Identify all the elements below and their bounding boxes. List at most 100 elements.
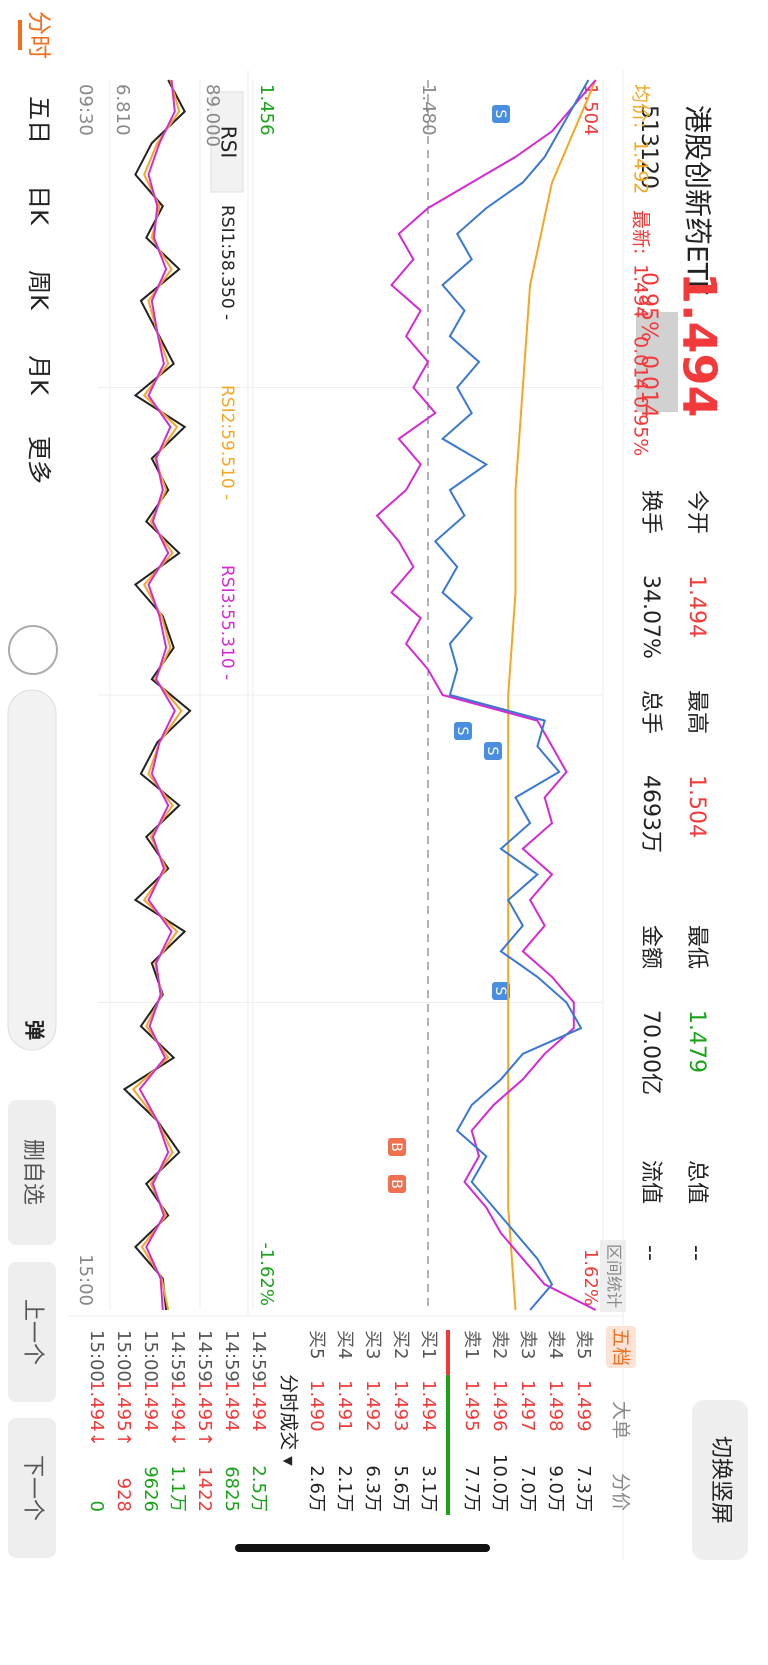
button-bg[interactable] xyxy=(8,1262,56,1402)
book-label: 买2 xyxy=(390,1330,411,1359)
stat-label: 总值 xyxy=(684,1160,709,1204)
stat-value: -- xyxy=(638,1245,663,1261)
price-line xyxy=(507,79,597,1311)
trade-price: 1.494 xyxy=(248,1380,269,1432)
period-tab[interactable]: 日K xyxy=(25,185,53,226)
book-label: 卖3 xyxy=(517,1330,538,1359)
stat-value: 4693万 xyxy=(638,775,663,853)
svg-text:B: B xyxy=(388,1179,404,1189)
trade-volume: 9626 xyxy=(140,1466,161,1512)
period-tab[interactable]: 五日 xyxy=(25,96,53,144)
stat-label: 最低 xyxy=(684,925,709,969)
pct-label: 1.62% xyxy=(580,1249,601,1306)
book-label: 卖1 xyxy=(461,1330,482,1359)
tab-underline xyxy=(18,20,22,50)
book-tab[interactable]: 分价 xyxy=(610,1473,632,1511)
price-line xyxy=(375,79,597,1311)
last-price: 1.494 xyxy=(673,272,727,418)
trade-price: 1.494 xyxy=(140,1380,161,1432)
portrait-button[interactable] xyxy=(692,1400,748,1560)
x-tick-label: 15:00 xyxy=(75,1254,96,1306)
button-bg[interactable] xyxy=(8,1100,56,1245)
rsi-legend: RSI1:58.350 - xyxy=(217,205,237,320)
trade-time: 14:59 xyxy=(221,1330,242,1382)
book-volume: 3.1万 xyxy=(418,1465,439,1512)
stat-label: 流值 xyxy=(638,1160,663,1204)
comment-input[interactable] xyxy=(7,689,57,1051)
stat-value: 70.00亿 xyxy=(638,1010,663,1095)
period-tab[interactable]: 周K xyxy=(25,270,53,311)
y-tick-label: 1.504 xyxy=(580,84,601,136)
message-icon[interactable] xyxy=(8,625,58,675)
book-label: 卖5 xyxy=(573,1330,594,1359)
fund-code: 513120 xyxy=(636,105,661,189)
range-button[interactable] xyxy=(600,1240,626,1312)
trade-price: 1.495↑ xyxy=(113,1380,134,1447)
legend-item: 最新: xyxy=(630,210,652,254)
period-tab[interactable]: 更多 xyxy=(25,436,53,484)
ratio-bar-ask xyxy=(446,1330,450,1375)
book-price: 1.492 xyxy=(362,1380,383,1432)
stat-label: 最高 xyxy=(684,690,709,734)
rsi-selector-label[interactable]: RSI xyxy=(217,126,241,159)
book-label: 买3 xyxy=(362,1330,383,1359)
home-indicator xyxy=(235,1544,490,1552)
rsi-line xyxy=(138,79,176,1311)
rsi-legend: RSI2:59.510 - xyxy=(217,385,237,500)
trade-markers: S S S S B B xyxy=(388,105,510,1193)
legend-item: 1.492 xyxy=(630,140,652,194)
trade-time: 15:00 xyxy=(113,1330,134,1382)
book-price: 1.490 xyxy=(306,1380,327,1432)
stat-label: 换手 xyxy=(638,490,663,534)
book-label: 卖4 xyxy=(545,1330,566,1359)
stat-value: 1.504 xyxy=(684,775,709,838)
book-volume: 7.7万 xyxy=(461,1465,482,1512)
book-volume: 6.3万 xyxy=(362,1465,383,1512)
book-label: 买1 xyxy=(418,1330,439,1359)
action-button[interactable]: 下一个 xyxy=(20,1455,45,1521)
book-price: 1.495 xyxy=(461,1380,482,1432)
trade-volume: 0 xyxy=(86,1501,107,1512)
period-tab[interactable]: 月K xyxy=(25,355,53,396)
book-tab[interactable]: 五档 xyxy=(610,1328,632,1366)
y-tick-label: 1.480 xyxy=(418,84,439,136)
period-tab[interactable]: 分时 xyxy=(25,11,53,59)
trade-volume: 928 xyxy=(113,1478,134,1512)
tab-active-bg xyxy=(606,1326,636,1368)
book-price: 1.491 xyxy=(334,1380,355,1432)
price-line xyxy=(433,79,590,1311)
book-volume: 2.6万 xyxy=(306,1465,327,1512)
trade-volume: 6825 xyxy=(221,1466,242,1512)
trades-title[interactable]: 分时成交 ▾ xyxy=(278,1374,300,1466)
svg-text:B: B xyxy=(388,1142,404,1152)
legend-item: 0.95% xyxy=(630,396,652,456)
trade-time: 15:00 xyxy=(86,1330,107,1382)
book-volume: 7.0万 xyxy=(517,1465,538,1512)
collapse-button[interactable] xyxy=(636,312,678,412)
action-button[interactable]: 上一个 xyxy=(20,1299,45,1365)
trade-price: 1.494↓ xyxy=(86,1380,107,1447)
legend-item: 0.014 xyxy=(630,336,652,390)
legend-item: 均价: xyxy=(630,84,652,128)
danmaku-icon[interactable]: 弹 xyxy=(23,1020,47,1040)
rsi-selector[interactable] xyxy=(210,91,244,193)
trade-price: 1.494 xyxy=(221,1380,242,1432)
book-label: 卖2 xyxy=(489,1330,510,1359)
action-button[interactable]: 删自选 xyxy=(20,1139,45,1205)
trade-time: 14:59 xyxy=(194,1330,215,1382)
y-tick-label: 1.456 xyxy=(256,84,277,136)
stat-label: 金额 xyxy=(638,925,663,969)
svg-text:S: S xyxy=(484,747,500,756)
portrait-button-label[interactable]: 切换竖屏 xyxy=(708,1436,733,1524)
change: 0.014 xyxy=(636,355,661,418)
trade-volume: 1422 xyxy=(194,1466,215,1512)
book-price: 1.497 xyxy=(517,1380,538,1432)
trade-price: 1.495↑ xyxy=(194,1380,215,1447)
button-bg[interactable] xyxy=(8,1418,56,1558)
trade-price: 1.494↓ xyxy=(167,1380,188,1447)
rsi-legend: RSI3:55.310 - xyxy=(217,565,237,680)
book-tab[interactable]: 大单 xyxy=(610,1401,632,1439)
stat-value: -- xyxy=(684,1245,709,1261)
